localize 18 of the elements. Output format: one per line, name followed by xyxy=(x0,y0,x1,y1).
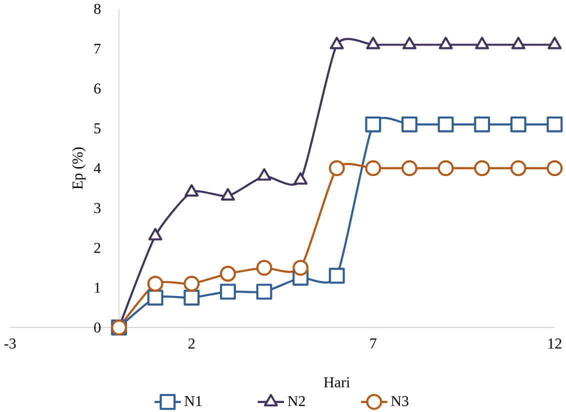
legend-label: N3 xyxy=(391,396,408,406)
x-tick-label: -3 xyxy=(4,338,16,348)
y-tick-label: 3 xyxy=(94,202,100,213)
x-tick-label: 2 xyxy=(188,338,195,348)
legend-label: N2 xyxy=(288,396,305,406)
y-tick-label: 6 xyxy=(94,83,101,94)
x-tick-label: 12 xyxy=(548,338,562,348)
y-axis-title: Ep (%) xyxy=(72,147,86,190)
x-axis-title: Hari xyxy=(324,377,350,388)
y-tick-label: 5 xyxy=(94,123,100,134)
y-tick-label: 4 xyxy=(94,163,101,173)
y-tick-label: 1 xyxy=(94,282,100,292)
legend-label: N1 xyxy=(184,396,202,406)
y-tick-label: 8 xyxy=(94,4,101,14)
y-tick-label: 2 xyxy=(94,242,100,253)
x-tick-label: 7 xyxy=(370,338,376,348)
y-tick-label: 0 xyxy=(94,322,101,332)
y-tick-label: 7 xyxy=(94,44,101,54)
